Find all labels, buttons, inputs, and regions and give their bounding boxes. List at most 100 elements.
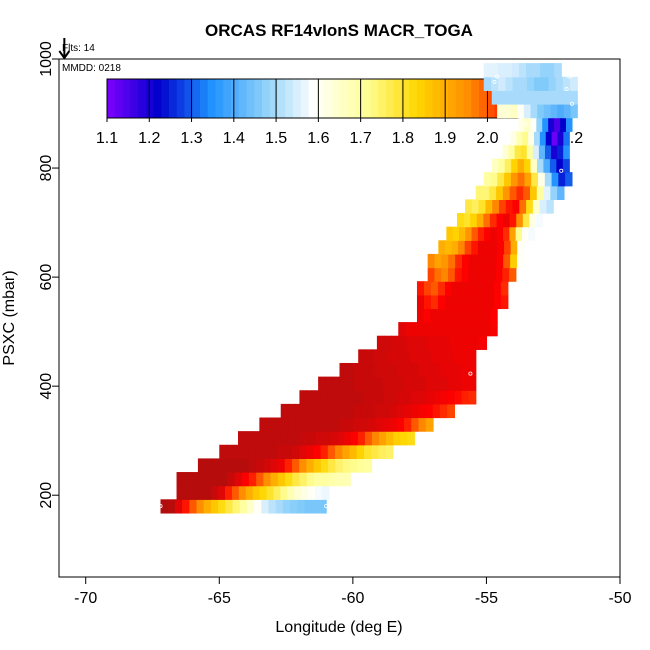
heatmap-cell xyxy=(485,199,493,214)
heatmap-cell xyxy=(335,444,343,459)
colorbar-step xyxy=(207,79,217,118)
colorbar-step xyxy=(262,79,271,118)
heatmap-cell xyxy=(444,240,453,255)
heatmap-cell xyxy=(290,499,298,514)
heatmap-cell xyxy=(439,376,448,391)
heatmap-cell xyxy=(461,349,469,364)
heatmap-cell xyxy=(391,335,400,350)
heatmap-cell xyxy=(506,90,514,105)
heatmap-cell xyxy=(338,403,347,419)
colorbar-step xyxy=(184,79,193,118)
heatmap-cell xyxy=(557,185,565,200)
heatmap-cell xyxy=(363,444,372,459)
colorbar-step xyxy=(254,79,263,118)
heatmap-cell xyxy=(320,444,329,459)
heatmap-cell xyxy=(523,103,532,119)
heatmap-cell xyxy=(339,362,348,378)
colorbar-step xyxy=(331,79,341,118)
colorbar-step xyxy=(448,79,457,118)
heatmap-cell xyxy=(563,103,572,119)
heatmap-cell xyxy=(543,158,551,173)
heatmap-cell xyxy=(167,499,176,514)
heatmap-cell xyxy=(270,458,279,473)
colorbar-tick-label: 1.3 xyxy=(180,130,202,147)
heatmap-cell xyxy=(446,349,455,364)
heatmap-cell xyxy=(412,322,421,337)
colorbar-step xyxy=(138,79,147,118)
heatmap-cell xyxy=(281,417,289,432)
heatmap-cell xyxy=(503,103,512,119)
heatmap-cell xyxy=(324,417,333,432)
heatmap-cell xyxy=(231,485,240,500)
heatmap-cell xyxy=(255,444,264,459)
heatmap-cell xyxy=(268,499,277,514)
heatmap-cell xyxy=(252,485,261,500)
heatmap-cell xyxy=(462,253,470,269)
colorbar-step xyxy=(223,79,232,118)
heatmap-cell xyxy=(302,403,311,419)
y-tick-label: 400 xyxy=(38,373,55,400)
heatmap-cell xyxy=(320,458,329,473)
heatmap-cell xyxy=(471,335,480,350)
heatmap-cell xyxy=(546,199,554,214)
heatmap-cell xyxy=(393,431,401,446)
heatmap-cell xyxy=(256,472,264,487)
heatmap-cell xyxy=(484,226,492,241)
colorbar-step xyxy=(355,79,364,118)
colorbar-step xyxy=(169,79,178,118)
heatmap-cell xyxy=(203,499,212,514)
heatmap-cell xyxy=(457,308,465,323)
heatmap-cell xyxy=(478,199,486,214)
heatmap-cell xyxy=(396,403,405,419)
heatmap-cell xyxy=(483,172,492,187)
heatmap-cell xyxy=(526,63,534,78)
heatmap-cell xyxy=(282,499,291,514)
heatmap-cell xyxy=(548,76,557,91)
y-tick-label: 800 xyxy=(38,155,55,182)
heatmap-cell xyxy=(232,499,241,514)
heatmap-cell xyxy=(500,281,509,296)
heatmap-cell xyxy=(174,499,183,514)
heatmap-cell xyxy=(306,390,315,405)
heatmap-cell xyxy=(535,213,544,228)
heatmap-cell xyxy=(439,403,448,419)
colorbar-step xyxy=(440,79,449,118)
heatmap-cell xyxy=(527,90,536,105)
heatmap-cell xyxy=(306,472,315,487)
heatmap-cell xyxy=(530,117,537,132)
colorbar-step xyxy=(424,79,434,118)
heatmap-cell xyxy=(328,458,336,473)
colorbar-step xyxy=(386,79,395,118)
heatmap-cell xyxy=(432,376,441,391)
heatmap-cell xyxy=(362,390,371,405)
heatmap-cell xyxy=(435,335,444,350)
heatmap-cell xyxy=(291,444,300,459)
heatmap-cell xyxy=(428,335,436,350)
heatmap-cell xyxy=(342,472,351,487)
arrow-head xyxy=(58,50,71,60)
heatmap-cell xyxy=(389,362,398,378)
sample-point xyxy=(569,101,574,106)
heatmap-cell xyxy=(453,349,462,364)
heatmap-cell xyxy=(454,376,463,391)
heatmap-cell xyxy=(497,63,506,78)
heatmap-cell xyxy=(263,472,272,487)
heatmap-cell xyxy=(404,376,412,391)
heatmap-cell xyxy=(416,349,425,364)
heatmap-cell xyxy=(458,281,467,296)
heatmap-cell xyxy=(403,403,412,419)
heatmap-cell xyxy=(368,362,376,378)
colorbar-step xyxy=(339,79,348,118)
sample-point xyxy=(564,86,569,91)
colorbar-tick-label: 1.6 xyxy=(307,130,329,147)
heatmap-cell xyxy=(451,281,460,296)
heatmap-cell xyxy=(448,267,456,282)
colorbar-tick-label: 2.0 xyxy=(476,130,498,147)
heatmap-cell xyxy=(248,458,257,473)
heatmap-cell xyxy=(335,472,344,487)
heatmap-cell xyxy=(280,403,289,419)
heatmap-cell xyxy=(554,63,562,78)
colorbar-step xyxy=(393,79,403,118)
heatmap-cell xyxy=(558,172,566,187)
heatmap-cell xyxy=(342,458,351,473)
